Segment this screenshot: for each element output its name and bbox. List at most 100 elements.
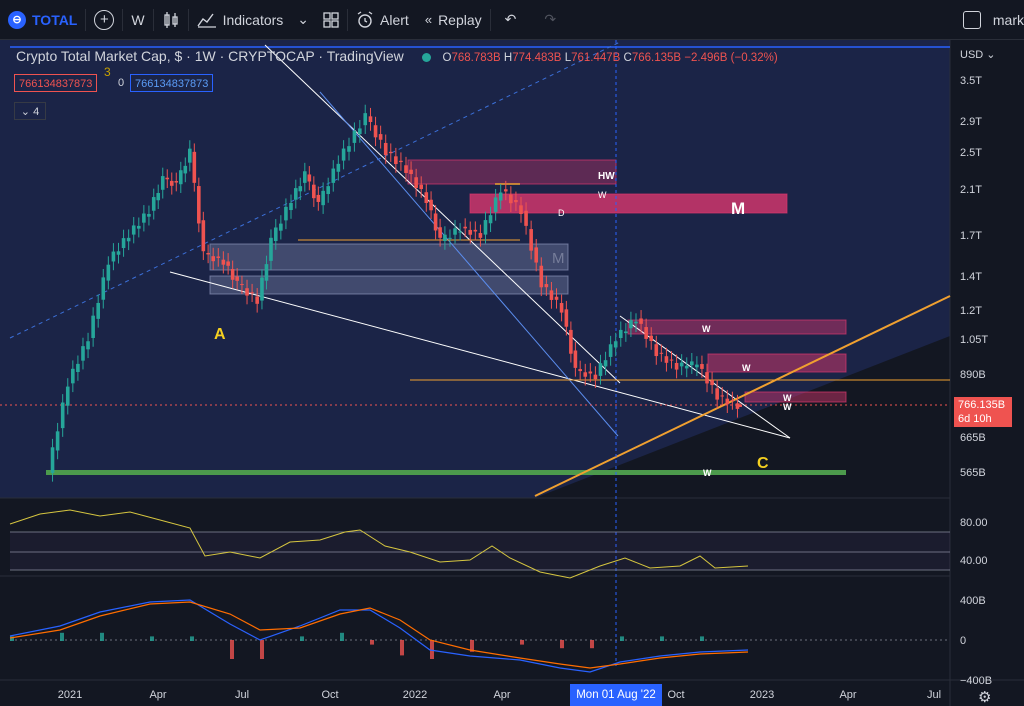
indicators-collapse-button[interactable]: ⌄ 4 <box>14 102 46 120</box>
candle-body <box>226 261 230 266</box>
candle-body <box>700 364 704 369</box>
time-tick-label: Apr <box>149 689 166 701</box>
candle-body <box>76 363 80 372</box>
price-tick-label: 1.7T <box>960 230 982 242</box>
candle-body <box>303 171 307 183</box>
toolbar-divider <box>85 8 87 31</box>
indicators-button[interactable]: Indicators <box>189 0 292 40</box>
w-label: W <box>703 468 712 478</box>
candle-body <box>458 231 462 233</box>
candle-body <box>705 372 709 384</box>
candle-body <box>564 309 569 327</box>
candle-body <box>160 176 165 190</box>
candle-body <box>419 184 424 190</box>
candle-body <box>201 220 206 252</box>
macd-histogram-bar <box>300 636 304 641</box>
bar-countdown: 6d 10h <box>958 413 992 425</box>
time-tick-label: Jul <box>235 689 249 701</box>
gear-icon[interactable]: ⚙ <box>978 689 992 706</box>
candle-body <box>183 165 188 174</box>
replay-button[interactable]: « Replay <box>417 0 490 40</box>
symbol-search-button[interactable]: ⊖ TOTAL <box>0 0 85 40</box>
w-label: W <box>783 393 792 403</box>
compare-button[interactable]: + <box>86 0 122 40</box>
price-tick-label: 2.5T <box>960 147 982 159</box>
macd-histogram-bar <box>100 632 104 641</box>
high-label: H <box>503 52 513 64</box>
low-label: L <box>564 52 572 64</box>
candle-body <box>629 320 633 329</box>
candle-body <box>273 227 278 242</box>
interval-label: W <box>131 11 145 28</box>
time-tick-label: Apr <box>493 689 510 701</box>
chart-type-button[interactable] <box>154 0 188 40</box>
candle-body <box>443 234 447 242</box>
candle-body <box>608 344 613 357</box>
candle-body <box>121 238 126 249</box>
redo-icon: ↷ <box>544 11 557 27</box>
candle-body <box>503 189 508 192</box>
macd-histogram-bar <box>470 640 474 652</box>
close-label: C <box>623 52 632 64</box>
candle-body <box>235 276 239 281</box>
candle-body <box>298 186 303 192</box>
alarm-clock-icon <box>357 10 373 28</box>
candle-body <box>363 113 368 126</box>
trend-line <box>319 91 619 437</box>
w-label: W <box>742 363 751 373</box>
candle-body <box>524 210 528 226</box>
candle-body <box>279 223 283 231</box>
indicators-templates-button[interactable]: ⌄ <box>291 0 315 40</box>
chart-area[interactable]: A C 3 HW W M M D W W W W W 3.5T 2.9T 2.5T 2.1T 1.7T 1.4T 1… <box>0 40 1024 706</box>
close-value: 766.135B <box>631 52 682 64</box>
interval-button[interactable]: W <box>123 0 152 40</box>
candle-body <box>131 225 136 235</box>
candle-body <box>388 151 393 154</box>
candle-body <box>245 288 249 296</box>
candle-body <box>368 116 373 123</box>
candle-body <box>336 163 341 172</box>
candle-body <box>192 151 197 183</box>
candle-body <box>211 256 215 262</box>
candle-body <box>409 169 413 175</box>
price-tick-label: 3.5T <box>960 75 982 87</box>
candle-body <box>725 398 730 405</box>
candle-body <box>483 220 488 235</box>
layouts-button[interactable] <box>315 0 347 40</box>
rsi-band-fill <box>10 532 950 570</box>
supply-zone <box>627 319 847 335</box>
multi-select-toggle[interactable]: mark <box>955 0 1024 40</box>
undo-icon: ↶ <box>504 11 517 27</box>
trend-line <box>169 271 791 439</box>
redo-button[interactable]: ↷ <box>530 0 570 40</box>
candle-body <box>221 259 226 265</box>
candle-body <box>188 148 192 163</box>
candle-body <box>378 134 383 140</box>
macd-tick-label: 0 <box>960 635 966 647</box>
currency-selector[interactable]: USD ⌄ <box>960 49 996 61</box>
alert-button[interactable]: Alert <box>348 0 417 40</box>
alert-label: Alert <box>380 11 409 28</box>
candle-body <box>165 177 170 180</box>
candles-icon <box>163 11 178 28</box>
candle-body <box>169 180 174 186</box>
candle-body <box>321 190 325 206</box>
candle-body <box>720 395 725 397</box>
candle-body <box>230 268 235 280</box>
candle-body <box>468 229 473 235</box>
candle-body <box>588 371 593 374</box>
candle-body <box>478 233 483 238</box>
open-label: O <box>442 52 452 64</box>
candle-body <box>659 352 664 354</box>
candle-body <box>65 386 70 406</box>
toolbar-divider <box>122 8 124 31</box>
price-tick-label: 2.9T <box>960 116 982 128</box>
d-label: D <box>558 208 565 218</box>
candle-body <box>473 229 478 232</box>
undo-button[interactable]: ↶ <box>491 0 531 40</box>
candle-body <box>111 251 116 262</box>
candle-body <box>424 192 429 203</box>
macd-histogram-bar <box>260 640 264 659</box>
supply-zone <box>407 159 617 185</box>
